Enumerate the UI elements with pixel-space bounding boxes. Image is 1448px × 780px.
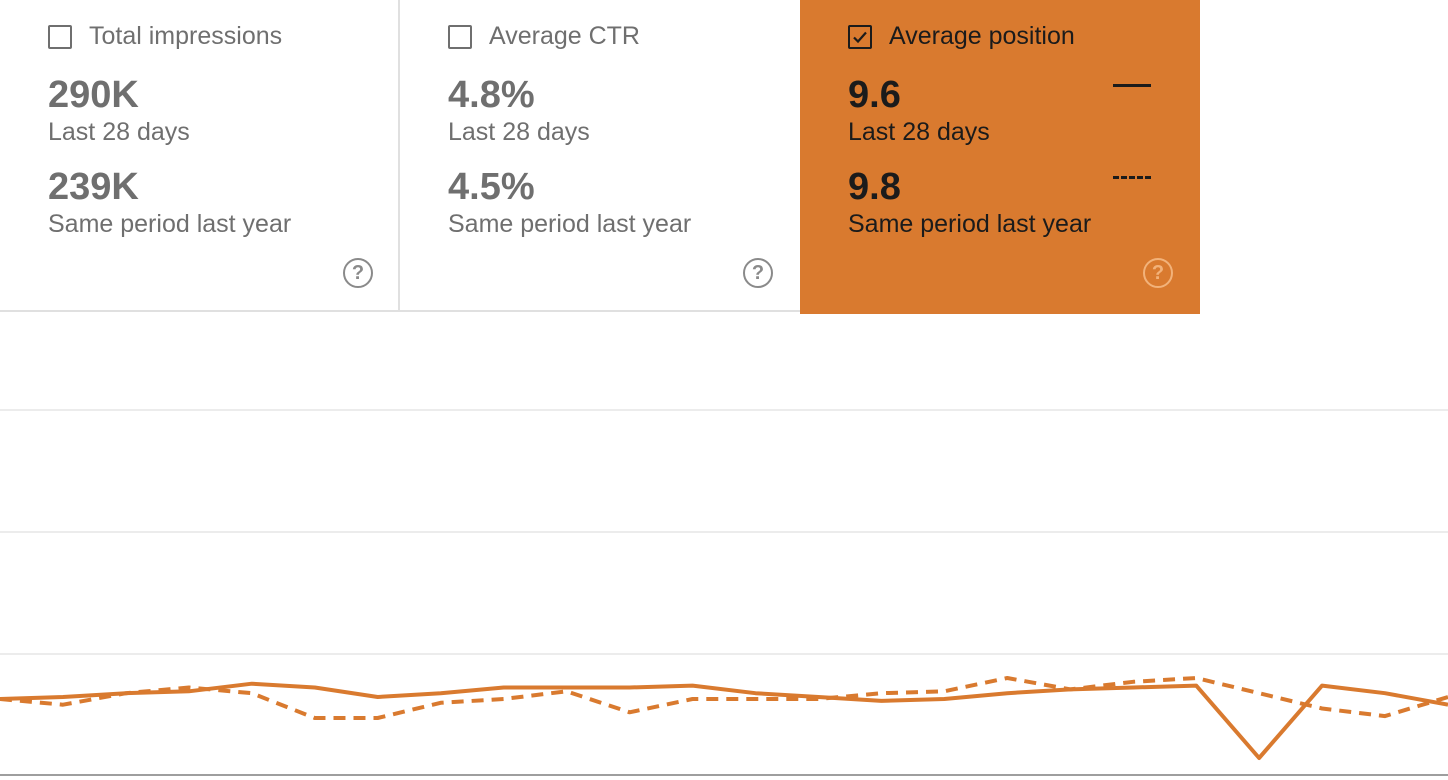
metric-card-average-ctr[interactable]: Average CTR 4.8% Last 28 days 4.5% Same … — [400, 0, 800, 312]
metric-previous-value: 4.5% — [448, 166, 535, 208]
metric-label: Average CTR — [489, 22, 640, 50]
series-line-last-28-days — [0, 681, 1448, 760]
metric-current-value: 4.8% — [448, 74, 535, 116]
checkbox-unchecked-icon[interactable] — [448, 25, 472, 49]
checkmark-icon — [853, 31, 867, 44]
series-line-previous-year — [0, 676, 1448, 720]
metric-label: Total impressions — [89, 22, 283, 50]
checkbox-unchecked-icon[interactable] — [48, 25, 72, 49]
average-position-chart — [0, 409, 1448, 776]
metric-previous-value: 239K — [48, 166, 139, 208]
help-circle-icon[interactable]: ? — [1143, 258, 1173, 288]
chart-gridlines — [0, 409, 1448, 776]
metric-label: Average position — [889, 22, 1075, 50]
dashed-line-legend-icon — [1113, 176, 1151, 179]
metric-previous-period: Same period last year — [448, 210, 692, 238]
checkbox-checked-icon[interactable] — [848, 25, 872, 49]
metric-current-period: Last 28 days — [448, 118, 590, 146]
help-circle-icon[interactable]: ? — [343, 258, 373, 288]
metric-current-value: 9.6 — [848, 74, 901, 116]
metric-current-value: 290K — [48, 74, 139, 116]
metric-previous-value: 9.8 — [848, 166, 901, 208]
help-circle-icon[interactable]: ? — [743, 258, 773, 288]
metric-card-total-impressions[interactable]: Total impressions 290K Last 28 days 239K… — [0, 0, 400, 312]
metric-previous-period: Same period last year — [848, 210, 1092, 238]
metric-cards: Total impressions 290K Last 28 days 239K… — [0, 0, 1200, 314]
metric-current-period: Last 28 days — [48, 118, 190, 146]
metric-previous-period: Same period last year — [48, 210, 292, 238]
metric-card-average-position[interactable]: Average position 9.6 Last 28 days 9.8 Sa… — [800, 0, 1200, 314]
solid-line-legend-icon — [1113, 84, 1151, 87]
chart-series — [0, 676, 1448, 760]
metric-current-period: Last 28 days — [848, 118, 990, 146]
